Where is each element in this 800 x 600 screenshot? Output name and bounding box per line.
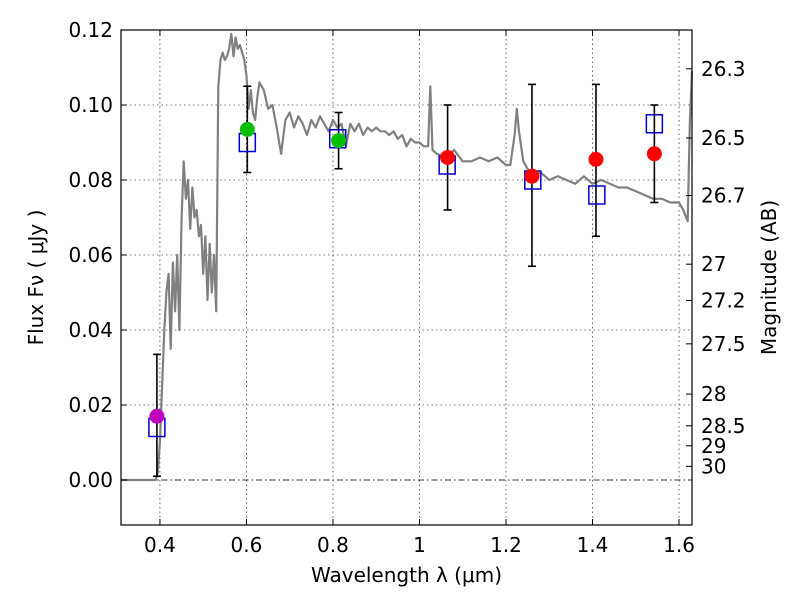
model-photometry-point	[588, 185, 606, 205]
y-tick-label: 0.06	[68, 243, 113, 267]
x-tick-label: 1.4	[577, 533, 609, 557]
right-tick-label: 29	[701, 434, 726, 458]
observed-point	[646, 146, 662, 162]
spectrum-line	[121, 32, 694, 482]
y-tick-label: 0.02	[68, 393, 113, 417]
right-tick-label: 26.5	[701, 126, 746, 150]
x-axis-label: Wavelength λ (μm)	[311, 563, 502, 587]
right-tick-label: 26.7	[701, 184, 746, 208]
x-tick-label: 0.4	[144, 533, 176, 557]
y-tick-label: 0.10	[68, 93, 113, 117]
right-axis-label: Magnitude (AB)	[757, 200, 781, 355]
observed-point	[524, 168, 540, 184]
x-tick-label: 0.6	[231, 533, 263, 557]
spectrum-layer	[121, 32, 694, 482]
observed-point	[440, 150, 456, 165]
y-tick-label: 0.12	[68, 18, 113, 42]
right-tick-label: 27	[701, 252, 726, 276]
x-tick-label: 1	[413, 533, 426, 557]
right-tick-label: 28	[701, 382, 726, 406]
right-tick-label: 30	[701, 454, 726, 478]
observed-point	[149, 408, 165, 424]
x-axis-ticks: 0.4 0.6 0.8 1 1.2 1.4 1.6	[144, 30, 695, 557]
plot-frame	[120, 29, 693, 526]
y-axis-label: Flux Fν ( μJy )	[24, 210, 48, 346]
y-tick-label: 0.04	[68, 318, 113, 342]
x-tick-label: 1.2	[490, 533, 522, 557]
right-tick-label: 27.5	[701, 332, 746, 356]
observed-dot-layer	[149, 121, 662, 424]
right-tick-label: 28.5	[701, 414, 746, 438]
x-tick-label: 1.6	[663, 533, 695, 557]
right-tick-label: 26.3	[701, 57, 746, 81]
x-tick-label: 0.8	[317, 533, 349, 557]
right-tick-label: 27.2	[701, 289, 746, 313]
observed-point	[331, 133, 347, 149]
observed-point	[588, 151, 604, 167]
model-photometry-point	[645, 114, 664, 134]
model-square-layer	[148, 114, 664, 438]
y-tick-label: 0.08	[68, 168, 113, 192]
observed-point	[239, 121, 255, 137]
y-tick-label: 0.00	[68, 468, 113, 492]
y-axis-ticks: 0.00 0.02 0.04 0.06 0.08 0.10 0.12	[68, 18, 127, 492]
